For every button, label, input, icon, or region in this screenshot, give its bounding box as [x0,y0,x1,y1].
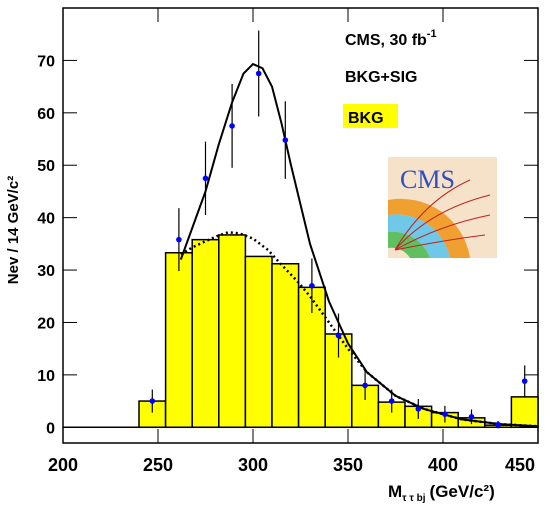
bar [218,234,247,429]
data-point [442,411,448,417]
data-point [388,398,395,404]
data-point [202,175,209,182]
legend-entry: BKG+SIG [345,69,417,86]
x-tick-label: 450 [505,455,535,475]
x-tick-label: 350 [333,455,363,475]
x-tick-label: 400 [428,455,458,475]
data-point [362,382,368,389]
annotation: CMS, 30 fb-1 [345,28,437,49]
logo: CMS [388,157,497,258]
bar [191,238,220,429]
y-axis-label: Nev / 14 GeV/c² [5,176,22,284]
data-point [282,137,289,143]
x-tick-label: 200 [48,455,78,475]
logo-text: CMS [400,165,455,194]
data-point [335,332,342,339]
x-tick-label: 250 [143,455,173,475]
y-tick-label: 10 [37,368,55,385]
x-axis-label: Mτ τ bj (GeV/c²) [388,482,495,504]
x-axis-label-main: M [388,482,402,501]
data-point [309,282,315,289]
y-tick-label: 0 [46,420,55,437]
y-tick-label: 20 [37,315,55,332]
legend-swatch [343,104,398,128]
x-axis-label-sub: τ τ bj [402,493,426,504]
legend-entry: BKG [348,110,384,127]
data-point [521,378,528,384]
bar [324,333,353,429]
x-tick-label: 300 [238,455,268,475]
logo-ring [388,231,430,258]
bar [271,263,300,429]
logo-ring [388,198,470,258]
bar [164,252,193,429]
x-axis-label-unit: (GeV/c²) [430,482,495,501]
y-tick-label: 70 [37,53,55,70]
data-point [468,413,475,420]
data-point [415,406,422,412]
y-tick-label: 40 [37,211,55,228]
annotation-text: CMS, 30 fb [345,32,427,49]
y-tick-label: 60 [37,106,55,123]
logo-tracks [394,179,491,251]
data-point [229,123,235,129]
y-tick-label: 50 [37,158,55,175]
data-point [255,70,262,77]
annotation-sup: -1 [427,28,437,40]
bar [244,255,273,429]
logo-ring [388,214,450,258]
y-tick-label: 30 [37,263,55,280]
data-point [149,398,156,404]
data-point [176,236,182,243]
bar [510,396,539,429]
data-point [495,421,501,428]
